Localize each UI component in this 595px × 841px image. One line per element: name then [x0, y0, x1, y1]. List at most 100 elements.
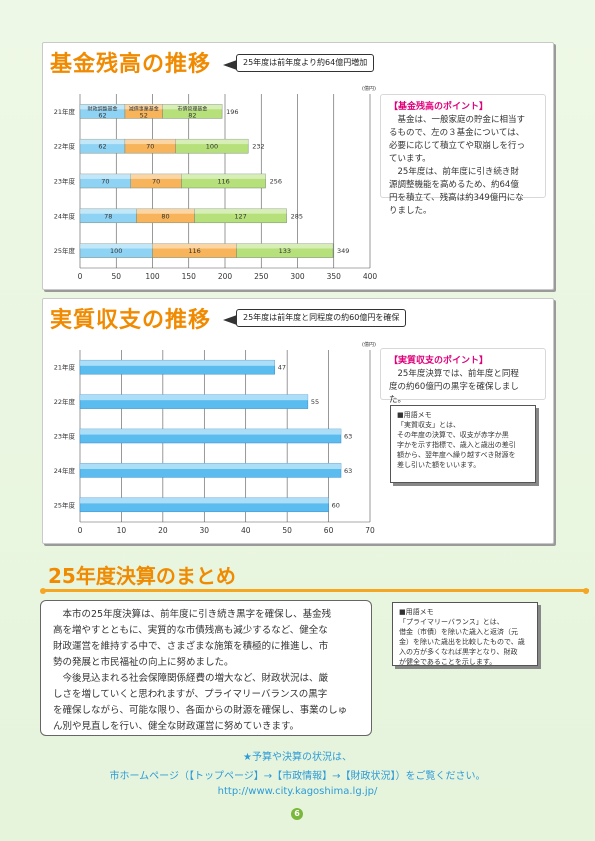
- category-label: 23年度: [54, 432, 76, 441]
- point-text-line: 度の約60億円の黒字を確保しまし: [389, 382, 519, 392]
- summary-divider: [44, 589, 589, 592]
- series-label: 減債事業基金: [129, 105, 159, 112]
- unit-label: (億円): [362, 85, 376, 92]
- point-text-line: 基金は、一般家庭の貯金に相当す: [397, 115, 526, 125]
- bar-highlight: [194, 208, 287, 214]
- x-tick-label: 60: [324, 526, 334, 535]
- point-text-line: 必要に応じて積立てや取崩しを行っ: [389, 141, 526, 151]
- summary-text-line: を確保しながら、可能な限り、各面からの財源を確保し、事業のしゅ: [53, 705, 348, 716]
- category-label: 21年度: [54, 107, 76, 116]
- category-label: 25年度: [54, 246, 76, 255]
- memo-text-line: 「プライマリーバランス」とは、: [399, 618, 504, 626]
- bar-highlight: [80, 497, 329, 504]
- data-label: 63: [344, 433, 352, 441]
- footer-url-link[interactable]: http://www.city.kagoshima.lg.jp/: [217, 786, 378, 797]
- data-label: 116: [188, 247, 200, 255]
- bar-segment: [175, 138, 249, 154]
- real-balance-title: 実質収支の推移: [50, 308, 212, 333]
- point-text-line: るもので、左の３基金については、: [389, 128, 525, 138]
- summary-text-line: 勢の発展と市民福祉の向上に努めました。: [53, 657, 234, 668]
- category-label: 24年度: [54, 466, 76, 475]
- real-balance-memo: ■用語メモ 「実質収支」とは、その年度の決算で、収支が赤字か黒 字かを示す指標で、…: [390, 405, 536, 483]
- data-label: 133: [279, 247, 291, 255]
- bar-highlight: [136, 208, 195, 214]
- bar-highlight: [80, 174, 131, 179]
- fund-balance-point-text: 基金は、一般家庭の貯金に相当するもので、左の３基金については、 必要に応じて積立て…: [389, 114, 537, 218]
- x-tick-label: 40: [241, 526, 251, 535]
- footer-instructions: 市ホームページ（【トップページ】→【市政情報】→【財政状況】）をご覧ください。: [109, 771, 486, 782]
- memo-text-line: その年度の決算で、収支が赤字か黒: [397, 431, 509, 439]
- summary-box: 本市の25年度決算は、前年度に引き続き黒字を確保し、基金残高を増やすとともに、実…: [40, 600, 372, 736]
- memo-text-line: 差し引いた額をいいます。: [397, 461, 481, 469]
- x-tick-label: 30: [200, 526, 210, 535]
- bar-highlight: [80, 394, 308, 401]
- real-balance-callout: 25年度は前年度と同程度の約60億円を確保: [236, 309, 407, 327]
- memo-text-line: が健全であることを示します。: [399, 658, 497, 666]
- series-label: 財政調整基金: [87, 105, 117, 112]
- total-label: 196: [226, 108, 238, 116]
- point-text-line: りました。: [389, 206, 432, 216]
- bar-highlight: [80, 360, 275, 366]
- data-label: 127: [234, 212, 246, 220]
- data-label: 47: [278, 364, 286, 372]
- x-tick-label: 350: [327, 272, 342, 281]
- point-text-line: 源調整機能を高めるため、約64億: [389, 180, 519, 190]
- x-tick-label: 50: [282, 526, 292, 535]
- summary-text-line: 本市の25年度決算は、前年度に引き続き黒字を確保し、基金残: [62, 609, 332, 620]
- point-text-line: 円を積立て、残高は約349億円にな: [389, 193, 524, 203]
- category-label: 21年度: [54, 363, 76, 372]
- bar-highlight: [124, 139, 176, 145]
- data-label: 80: [161, 212, 169, 220]
- data-label: 70: [146, 143, 154, 151]
- memo-text-line: 借金（市債）を除いた歳入と返済（元: [399, 628, 518, 636]
- memo-text-line: 入の方が多くなれば黒字となり、財政: [399, 648, 518, 656]
- unit-label: (億円): [362, 341, 376, 348]
- fund-balance-callout: 25年度は前年度より約64億円増加: [236, 54, 375, 72]
- summary-title: 25年度決算のまとめ: [48, 564, 236, 588]
- bar-segment: [181, 173, 266, 189]
- x-tick-label: 100: [145, 272, 160, 281]
- x-tick-label: 10: [117, 526, 127, 535]
- bar-highlight: [175, 139, 249, 145]
- callout-tail: [223, 315, 237, 325]
- bar-highlight: [80, 104, 125, 110]
- memo-heading: ■用語メモ: [397, 411, 432, 419]
- x-tick-label: 70: [365, 526, 375, 535]
- total-label: 232: [252, 143, 264, 151]
- memo-text-line: 「実質収支」とは、: [397, 421, 460, 429]
- total-label: 349: [337, 247, 349, 255]
- memo-text-line: 字かを示す指標で、歳入と歳出の差引: [397, 441, 516, 449]
- memo-heading: ■用語メモ: [399, 608, 434, 616]
- bar-highlight: [236, 243, 334, 249]
- summary-text-line: ん別や見直しを行い、健全な財政運営に努めていきます。: [53, 721, 300, 732]
- data-label: 62: [98, 143, 106, 151]
- data-label: 52: [140, 111, 148, 119]
- data-label: 70: [101, 178, 109, 186]
- summary-text-line: 高を増やすとともに、実質的な市債残高も減少するなど、健全な: [53, 625, 328, 636]
- bar-highlight: [80, 429, 341, 435]
- data-label: 116: [217, 178, 229, 186]
- summary-text-line: しさを増していくと思われますが、プライマリーバランスの黒字: [53, 689, 328, 700]
- primary-balance-memo: ■用語メモ 「プライマリーバランス」とは、 借金（市債）を除いた歳入と返済（元 金）…: [392, 602, 538, 666]
- data-label: 78: [104, 212, 112, 220]
- real-balance-point-box: 【実質収支のポイント】 25年度決算では、前年度と同程 度の約60億円の黒字を確保…: [380, 348, 546, 405]
- x-tick-label: 20: [158, 526, 168, 535]
- fund-balance-point-title: 【基金残高のポイント】: [389, 102, 489, 112]
- x-tick-label: 0: [78, 272, 83, 281]
- footer-note: ★予算や決算の状況は、: [243, 752, 352, 763]
- bar-highlight: [181, 174, 266, 179]
- x-tick-label: 250: [254, 272, 269, 281]
- memo-text: 「実質収支」とは、その年度の決算で、収支が赤字か黒 字かを示す指標で、歳入と歳出の…: [397, 420, 529, 470]
- summary-divider-dot: [583, 588, 589, 594]
- real-balance-chart: (億円) 0 10 20 30 40 50 60 70 21年度 47 22年度 55 23年度 63 24年…: [54, 341, 376, 535]
- category-label: 25年度: [54, 500, 76, 509]
- bar-highlight: [124, 104, 163, 110]
- memo-text-line: 額から、翌年度へ繰り越すべき財源を: [397, 451, 516, 459]
- category-label: 24年度: [54, 211, 76, 220]
- summary-divider-dot: [40, 588, 46, 594]
- memo-text: 「プライマリーバランス」とは、 借金（市債）を除いた歳入と返済（元 金）を除いた歳出…: [399, 617, 531, 667]
- callout-tail: [223, 60, 237, 70]
- total-label: 256: [270, 178, 282, 186]
- bar-highlight: [80, 463, 341, 469]
- x-tick-label: 0: [78, 526, 83, 535]
